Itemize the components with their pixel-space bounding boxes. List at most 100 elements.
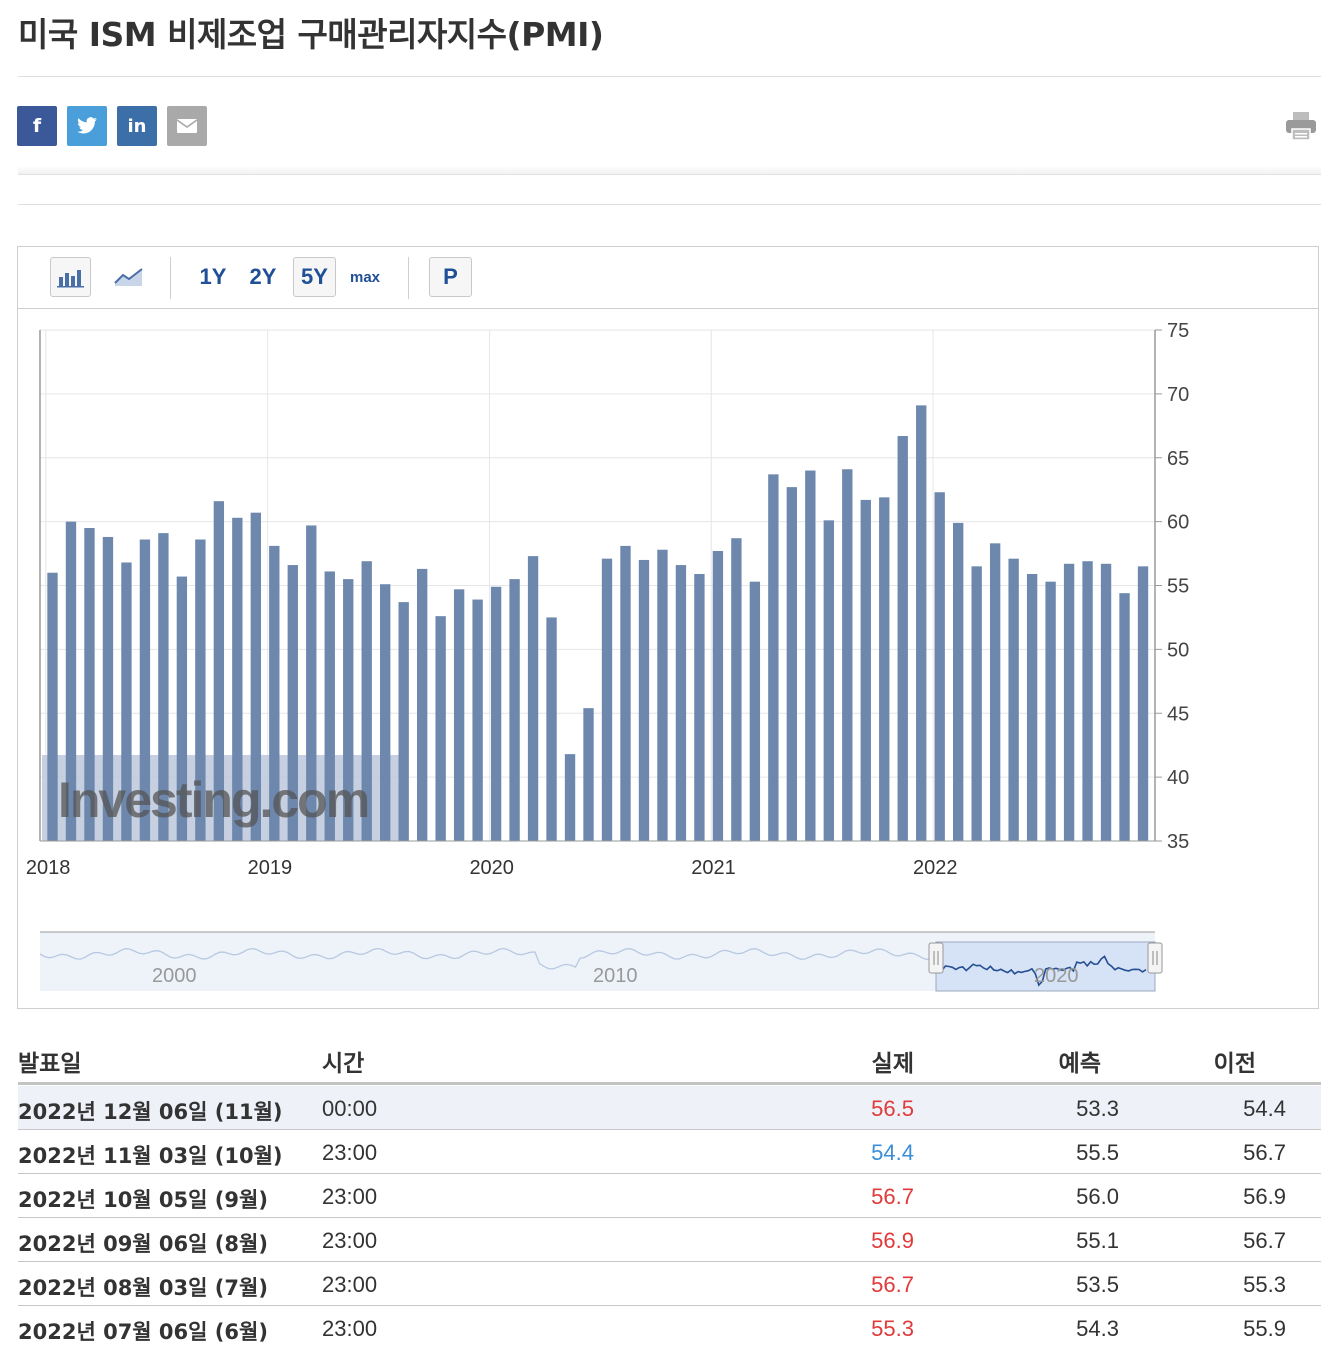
row-previous: 54.4 — [1243, 1096, 1286, 1121]
bar — [1026, 574, 1038, 841]
line-chart-button[interactable] — [108, 257, 149, 297]
row-forecast: 53.3 — [1076, 1096, 1119, 1121]
row-time: 00:00 — [322, 1096, 378, 1121]
linkedin-icon: in — [127, 115, 147, 137]
range-5y-button[interactable]: 5Y — [293, 257, 336, 297]
table-row[interactable]: 2022년 10월 05일 (9월) 23:00 56.7 56.0 56.9 — [18, 1174, 1321, 1218]
bar — [158, 533, 169, 841]
bar — [435, 616, 446, 841]
twitter-share-button[interactable] — [67, 106, 107, 146]
row-time: 23:00 — [322, 1140, 378, 1165]
chart-container: 35 40 45 50 55 60 65 70 75 2018 2019 2020 2021 2022 In… — [17, 246, 1319, 1009]
bar-chart-button[interactable] — [50, 257, 91, 297]
line-chart-icon — [113, 268, 143, 286]
row-forecast: 55.5 — [1076, 1140, 1119, 1165]
bar-chart-icon — [56, 270, 84, 288]
bar — [65, 521, 77, 841]
row-actual: 56.9 — [871, 1228, 914, 1253]
bar — [453, 589, 465, 841]
row-previous: 55.3 — [1243, 1272, 1286, 1297]
navigator-handle — [1147, 942, 1163, 974]
header-date[interactable]: 발표일 — [18, 1051, 82, 1077]
row-time: 23:00 — [322, 1272, 378, 1297]
row-previous: 56.9 — [1243, 1184, 1286, 1209]
bar — [1100, 563, 1112, 841]
navigator-label: 2020 — [1034, 965, 1079, 987]
bar — [1119, 593, 1130, 841]
bar — [731, 538, 742, 841]
bar — [84, 528, 95, 841]
x-tick-label: 2019 — [248, 857, 292, 879]
x-tick-label: 2020 — [469, 857, 514, 879]
row-time: 23:00 — [322, 1184, 378, 1209]
print-button[interactable] — [1284, 110, 1318, 142]
bar — [269, 545, 280, 841]
bar — [527, 556, 539, 841]
header-actual[interactable]: 실제 — [871, 1051, 914, 1077]
row-forecast: 54.3 — [1076, 1316, 1119, 1341]
row-actual: 55.3 — [871, 1316, 914, 1341]
table-row[interactable]: 2022년 09월 06일 (8월) 23:00 56.9 55.1 56.7 — [18, 1218, 1321, 1262]
y-tick-label: 55 — [1167, 576, 1189, 598]
row-previous: 56.7 — [1243, 1140, 1286, 1165]
y-tick-label: 75 — [1167, 320, 1189, 342]
bar — [989, 543, 1001, 841]
bar — [343, 579, 354, 841]
bar — [398, 602, 409, 841]
header-forecast[interactable]: 예측 — [1058, 1051, 1101, 1077]
bar — [657, 549, 668, 841]
bar — [509, 579, 520, 841]
row-date: 2022년 07월 06일 (6월) — [18, 1320, 268, 1344]
row-time: 23:00 — [322, 1228, 378, 1253]
bar — [842, 469, 853, 841]
share-bar-shadow — [18, 166, 1321, 175]
row-forecast: 56.0 — [1076, 1184, 1119, 1209]
title-divider — [18, 76, 1321, 77]
bar — [176, 576, 188, 841]
table-header: 발표일 시간 실제 예측 이전 — [18, 1040, 1321, 1085]
navigator-label: 2010 — [593, 965, 638, 987]
x-tick-label: 2018 — [26, 857, 71, 879]
bar — [916, 405, 927, 841]
bar — [694, 574, 705, 841]
bar — [934, 492, 945, 841]
table-row[interactable]: 2022년 08월 03일 (7월) 23:00 56.7 53.5 55.3 — [18, 1262, 1321, 1306]
header-time[interactable]: 시간 — [322, 1051, 365, 1077]
p-button[interactable]: P — [429, 257, 472, 297]
y-tick-label: 40 — [1167, 767, 1189, 789]
bar — [786, 487, 798, 841]
chart-toolbar: 1Y 2Y 5Y max P — [18, 247, 1318, 309]
bar — [953, 522, 964, 841]
bar — [195, 539, 206, 841]
email-share-button[interactable] — [167, 106, 207, 146]
bar — [620, 545, 631, 841]
facebook-share-button[interactable]: f — [17, 106, 57, 146]
bar — [1008, 558, 1019, 841]
header-previous[interactable]: 이전 — [1213, 1051, 1256, 1077]
row-actual: 56.7 — [871, 1272, 914, 1297]
bar — [250, 512, 261, 841]
table-row[interactable]: 2022년 11월 03일 (10월) 23:00 54.4 55.5 56.7 — [18, 1130, 1321, 1174]
row-previous: 55.9 — [1243, 1316, 1286, 1341]
y-tick-label: 45 — [1167, 703, 1189, 725]
y-tick-label: 50 — [1167, 639, 1189, 661]
range-2y-button[interactable]: 2Y — [249, 264, 277, 289]
bar — [823, 520, 834, 841]
navigator-selected-line — [941, 955, 1147, 987]
range-max-button[interactable]: max — [349, 268, 381, 286]
bar — [121, 562, 132, 841]
row-date: 2022년 12월 06일 (11월) — [18, 1100, 283, 1124]
bar — [213, 501, 225, 841]
bar — [675, 565, 687, 841]
row-forecast: 55.1 — [1076, 1228, 1119, 1253]
navigator-history-line — [39, 947, 941, 970]
row-forecast: 53.5 — [1076, 1272, 1119, 1297]
bar — [139, 539, 151, 841]
table-row[interactable]: 2022년 12월 06일 (11월) 00:00 56.5 53.3 54.4 — [18, 1086, 1321, 1130]
row-time: 23:00 — [322, 1316, 378, 1341]
range-1y-button[interactable]: 1Y — [199, 264, 227, 289]
table-row[interactable]: 2022년 07월 06일 (6월) 23:00 55.3 54.3 55.9 — [18, 1306, 1321, 1349]
linkedin-share-button[interactable]: in — [117, 106, 157, 146]
bar — [306, 525, 317, 841]
bar — [361, 561, 372, 841]
